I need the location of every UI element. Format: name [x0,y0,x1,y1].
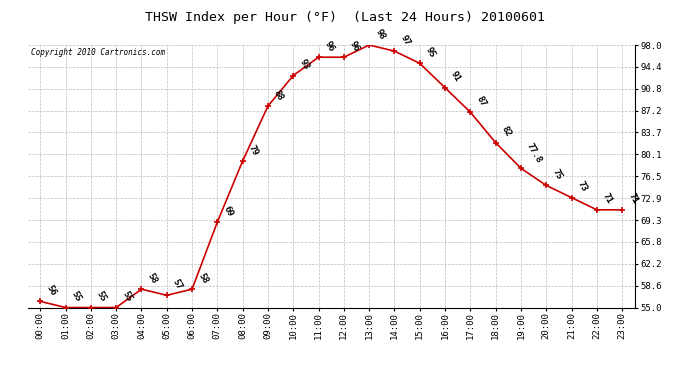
Text: 73: 73 [575,180,589,194]
Text: 82: 82 [500,125,513,138]
Text: 96: 96 [323,39,336,53]
Text: 58: 58 [146,271,159,285]
Text: 71: 71 [601,192,614,206]
Text: 58: 58 [196,271,209,285]
Text: 88: 88 [272,88,285,102]
Text: 57: 57 [171,278,184,291]
Text: 55: 55 [95,290,108,303]
Text: 93: 93 [297,57,310,71]
Text: 87: 87 [475,94,488,108]
Text: 98: 98 [373,27,386,41]
Text: Copyright 2010 Cartronics.com: Copyright 2010 Cartronics.com [30,48,165,57]
Text: 95: 95 [424,45,437,59]
Text: 69: 69 [221,204,235,218]
Text: THSW Index per Hour (°F)  (Last 24 Hours) 20100601: THSW Index per Hour (°F) (Last 24 Hours)… [145,11,545,24]
Text: 79: 79 [247,143,260,157]
Text: 96: 96 [348,39,361,53]
Text: 55: 55 [70,290,83,303]
Text: 77.8: 77.8 [525,141,544,164]
Text: 55: 55 [120,290,133,303]
Text: 75: 75 [551,167,564,181]
Text: 56: 56 [44,284,57,297]
Text: 97: 97 [399,33,412,47]
Text: 91: 91 [449,70,462,84]
Text: 71: 71 [627,192,640,206]
